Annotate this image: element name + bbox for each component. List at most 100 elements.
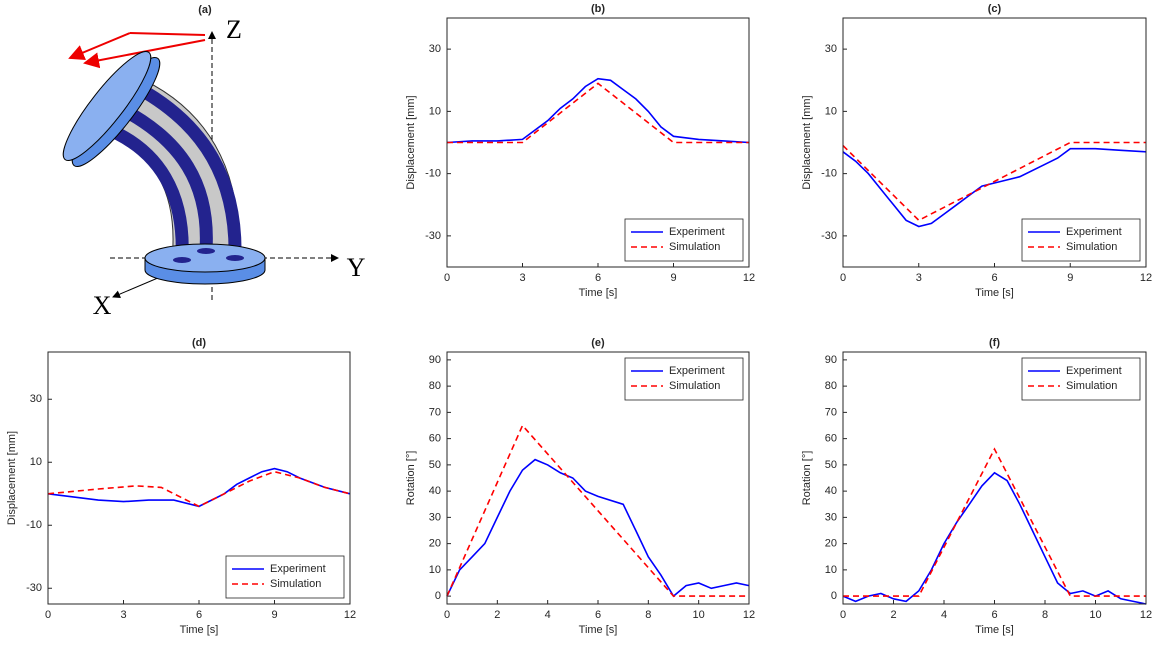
diagram: (a) Z Y X [62,4,366,320]
y-tick-label: 10 [825,564,837,576]
x-tick-label: 3 [519,272,525,284]
hole [173,257,191,263]
y-tick-label: 0 [831,590,837,602]
y-tick-label: 10 [429,564,441,576]
base-disk [144,243,266,273]
y-tick-label: 30 [825,43,837,55]
x-tick-label: 12 [1140,272,1152,284]
chart-title: (f) [989,337,1000,349]
x-tick-label: 4 [545,609,551,621]
x-tick-label: 6 [991,272,997,284]
axes-box [446,17,750,268]
x-tick-label: 9 [271,609,277,621]
y-tick-label: 40 [825,485,837,497]
x-tick-label: 0 [840,609,846,621]
series-line [842,147,1147,228]
hole [226,255,244,261]
y-axis-label: Displacement [mm] [6,431,18,525]
y-tick-label: 60 [429,433,441,445]
legend-box [624,357,744,401]
series-line [842,141,1146,222]
x-tick-label: 9 [670,272,676,284]
x-tick-label: 10 [1089,609,1101,621]
x-tick-label: 6 [595,272,601,284]
series-line [446,77,750,144]
legend-label: Simulation [1066,380,1117,392]
actuator [134,82,242,259]
legend-box [225,555,345,599]
y-tick-label: 80 [825,380,837,392]
y-tick-label: 30 [825,511,837,523]
x-tick-label: 6 [196,609,202,621]
x-tick-label: 6 [595,609,601,621]
y-tick-label: 50 [825,459,837,471]
y-tick-label: 10 [429,105,441,117]
x-tick-label: 3 [916,272,922,284]
legend-box [1021,357,1141,401]
legend-label: Experiment [669,365,725,377]
y-tick-label: 70 [825,406,837,418]
actuator [102,121,189,259]
y-tick-label: -30 [821,230,837,242]
legend-label: Simulation [1066,241,1117,253]
x-tick-label: 4 [941,609,947,621]
y-tick-label: 70 [429,406,441,418]
y-tick-label: -10 [821,168,837,180]
y-label: Y [347,253,366,282]
y-axis-label: Displacement [mm] [801,95,813,189]
y-tick-label: 60 [825,433,837,445]
series-line [446,424,749,597]
y-tick-label: -10 [26,519,42,531]
y-tick-label: -10 [425,168,441,180]
legend-box [1021,218,1141,262]
y-tick-label: 40 [429,485,441,497]
x-tick-label: 3 [120,609,126,621]
x-axis-label: Time [s] [579,287,618,299]
x-tick-label: 12 [344,609,356,621]
series-line [447,82,749,144]
y-tick-label: 50 [429,459,441,471]
x-tick-label: 2 [494,609,500,621]
x-tick-label: 2 [890,609,896,621]
legend-label: Experiment [1066,365,1122,377]
x-tick-label: 0 [45,609,51,621]
legend-label: Simulation [669,241,720,253]
series-line [47,470,351,508]
y-tick-label: 0 [435,590,441,602]
legend-box [624,218,744,262]
legend-label: Experiment [1066,226,1122,238]
series-line [446,458,750,598]
y-tick-label: 20 [825,538,837,550]
y-tick-label: 90 [429,354,441,366]
y-axis-label: Rotation [°] [801,451,813,506]
hole [197,248,215,254]
y-tick-label: 80 [429,380,441,392]
x-tick-label: 0 [444,609,450,621]
chart-title: (e) [591,337,605,349]
x-axis-label: Time [s] [579,624,618,636]
axes-box [842,351,1147,605]
y-tick-label: 30 [429,43,441,55]
top-disk [62,51,152,161]
x-tick-label: 12 [743,609,755,621]
x-tick-label: 8 [1042,609,1048,621]
axes-box [446,351,750,605]
x-tick-label: 6 [991,609,997,621]
y-axis-label: Rotation [°] [405,451,417,506]
x-tick-label: 0 [444,272,450,284]
legend-label: Simulation [270,578,321,590]
chart-title: (c) [988,3,1002,15]
x-tick-label: 10 [693,609,705,621]
y-tick-label: 10 [30,456,42,468]
y-tick-label: -30 [425,230,441,242]
y-tick-label: 10 [825,105,837,117]
x-axis-label: Time [s] [975,287,1014,299]
y-axis-label: Displacement [mm] [405,95,417,189]
y-tick-label: 90 [825,354,837,366]
diagram-title: (a) [198,4,212,16]
red-arrow [129,32,206,36]
chart-title: (d) [192,337,206,349]
axes-box [842,17,1147,268]
red-arrow [68,32,131,60]
